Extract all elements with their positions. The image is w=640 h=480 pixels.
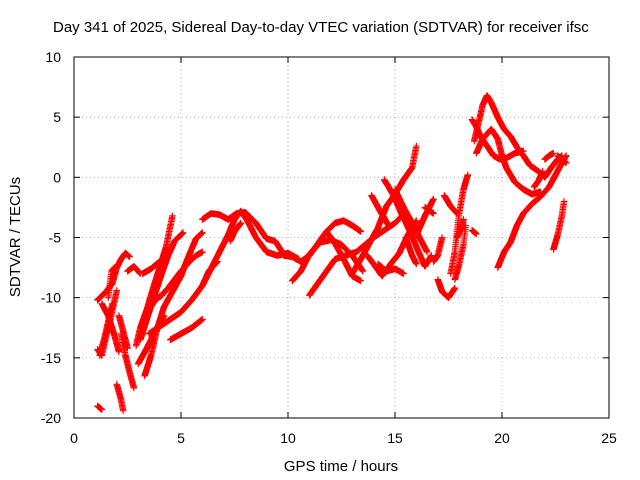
data-points <box>94 92 570 415</box>
x-tick-label: 20 <box>494 430 510 446</box>
satellite-track-points <box>139 258 163 277</box>
satellite-track-points <box>226 219 245 245</box>
y-tick-label: 10 <box>45 49 61 65</box>
satellite-track-points <box>115 312 131 352</box>
y-axis-label: SDTVAR / TECUs <box>7 177 24 297</box>
y-tick-label: -15 <box>41 350 61 366</box>
satellite-track-points <box>434 276 459 301</box>
x-tick-label: 15 <box>387 430 403 446</box>
satellite-track-points <box>451 222 469 283</box>
axis-ticks: 0 5 10 15 20 25 -20 -15 -10 -5 0 5 10 <box>41 49 617 446</box>
satellite-track-points <box>199 208 287 258</box>
satellite-track-points <box>550 198 568 253</box>
satellite-track-points <box>530 168 546 191</box>
y-tick-label: 5 <box>53 109 61 125</box>
satellite-track-points <box>554 152 570 167</box>
satellite-track-points <box>94 402 106 413</box>
x-tick-label: 10 <box>280 430 296 446</box>
satellite-track-points <box>447 171 472 277</box>
satellite-track-points <box>453 216 467 241</box>
x-axis-label: GPS time / hours <box>284 458 398 475</box>
x-tick-label: 0 <box>70 430 78 446</box>
satellite-track-points <box>494 152 570 271</box>
satellite-track-points <box>306 208 409 299</box>
satellite-track-points <box>413 195 437 239</box>
satellite-track-points <box>98 300 123 356</box>
x-tick-label: 25 <box>601 430 617 446</box>
y-tick-label: -5 <box>49 230 62 246</box>
satellite-track-points <box>381 176 435 270</box>
satellite-track-points <box>104 264 118 301</box>
satellite-track-points <box>473 125 544 198</box>
satellite-track-points <box>374 260 407 277</box>
satellite-track-points <box>348 142 420 277</box>
satellite-track-points <box>402 234 420 268</box>
y-tick-label: 0 <box>53 169 61 185</box>
satellite-track-points <box>430 234 446 265</box>
grid-lines <box>74 57 609 418</box>
satellite-track-points <box>440 192 461 217</box>
y-tick-label: -20 <box>41 410 61 426</box>
x-tick-label: 5 <box>177 430 185 446</box>
satellite-track-points <box>124 263 144 277</box>
satellite-track-points <box>421 204 437 217</box>
satellite-track-points <box>468 227 480 238</box>
satellite-track-points <box>113 381 127 415</box>
satellite-track-points <box>145 248 206 313</box>
satellite-track-points <box>323 228 365 285</box>
satellite-track-points <box>368 192 392 229</box>
y-tick-label: -10 <box>41 290 61 306</box>
chart-title: Day 341 of 2025, Sidereal Day-to-day VTE… <box>53 19 589 36</box>
satellite-track-points <box>541 150 557 163</box>
satellite-track-points <box>167 316 206 344</box>
